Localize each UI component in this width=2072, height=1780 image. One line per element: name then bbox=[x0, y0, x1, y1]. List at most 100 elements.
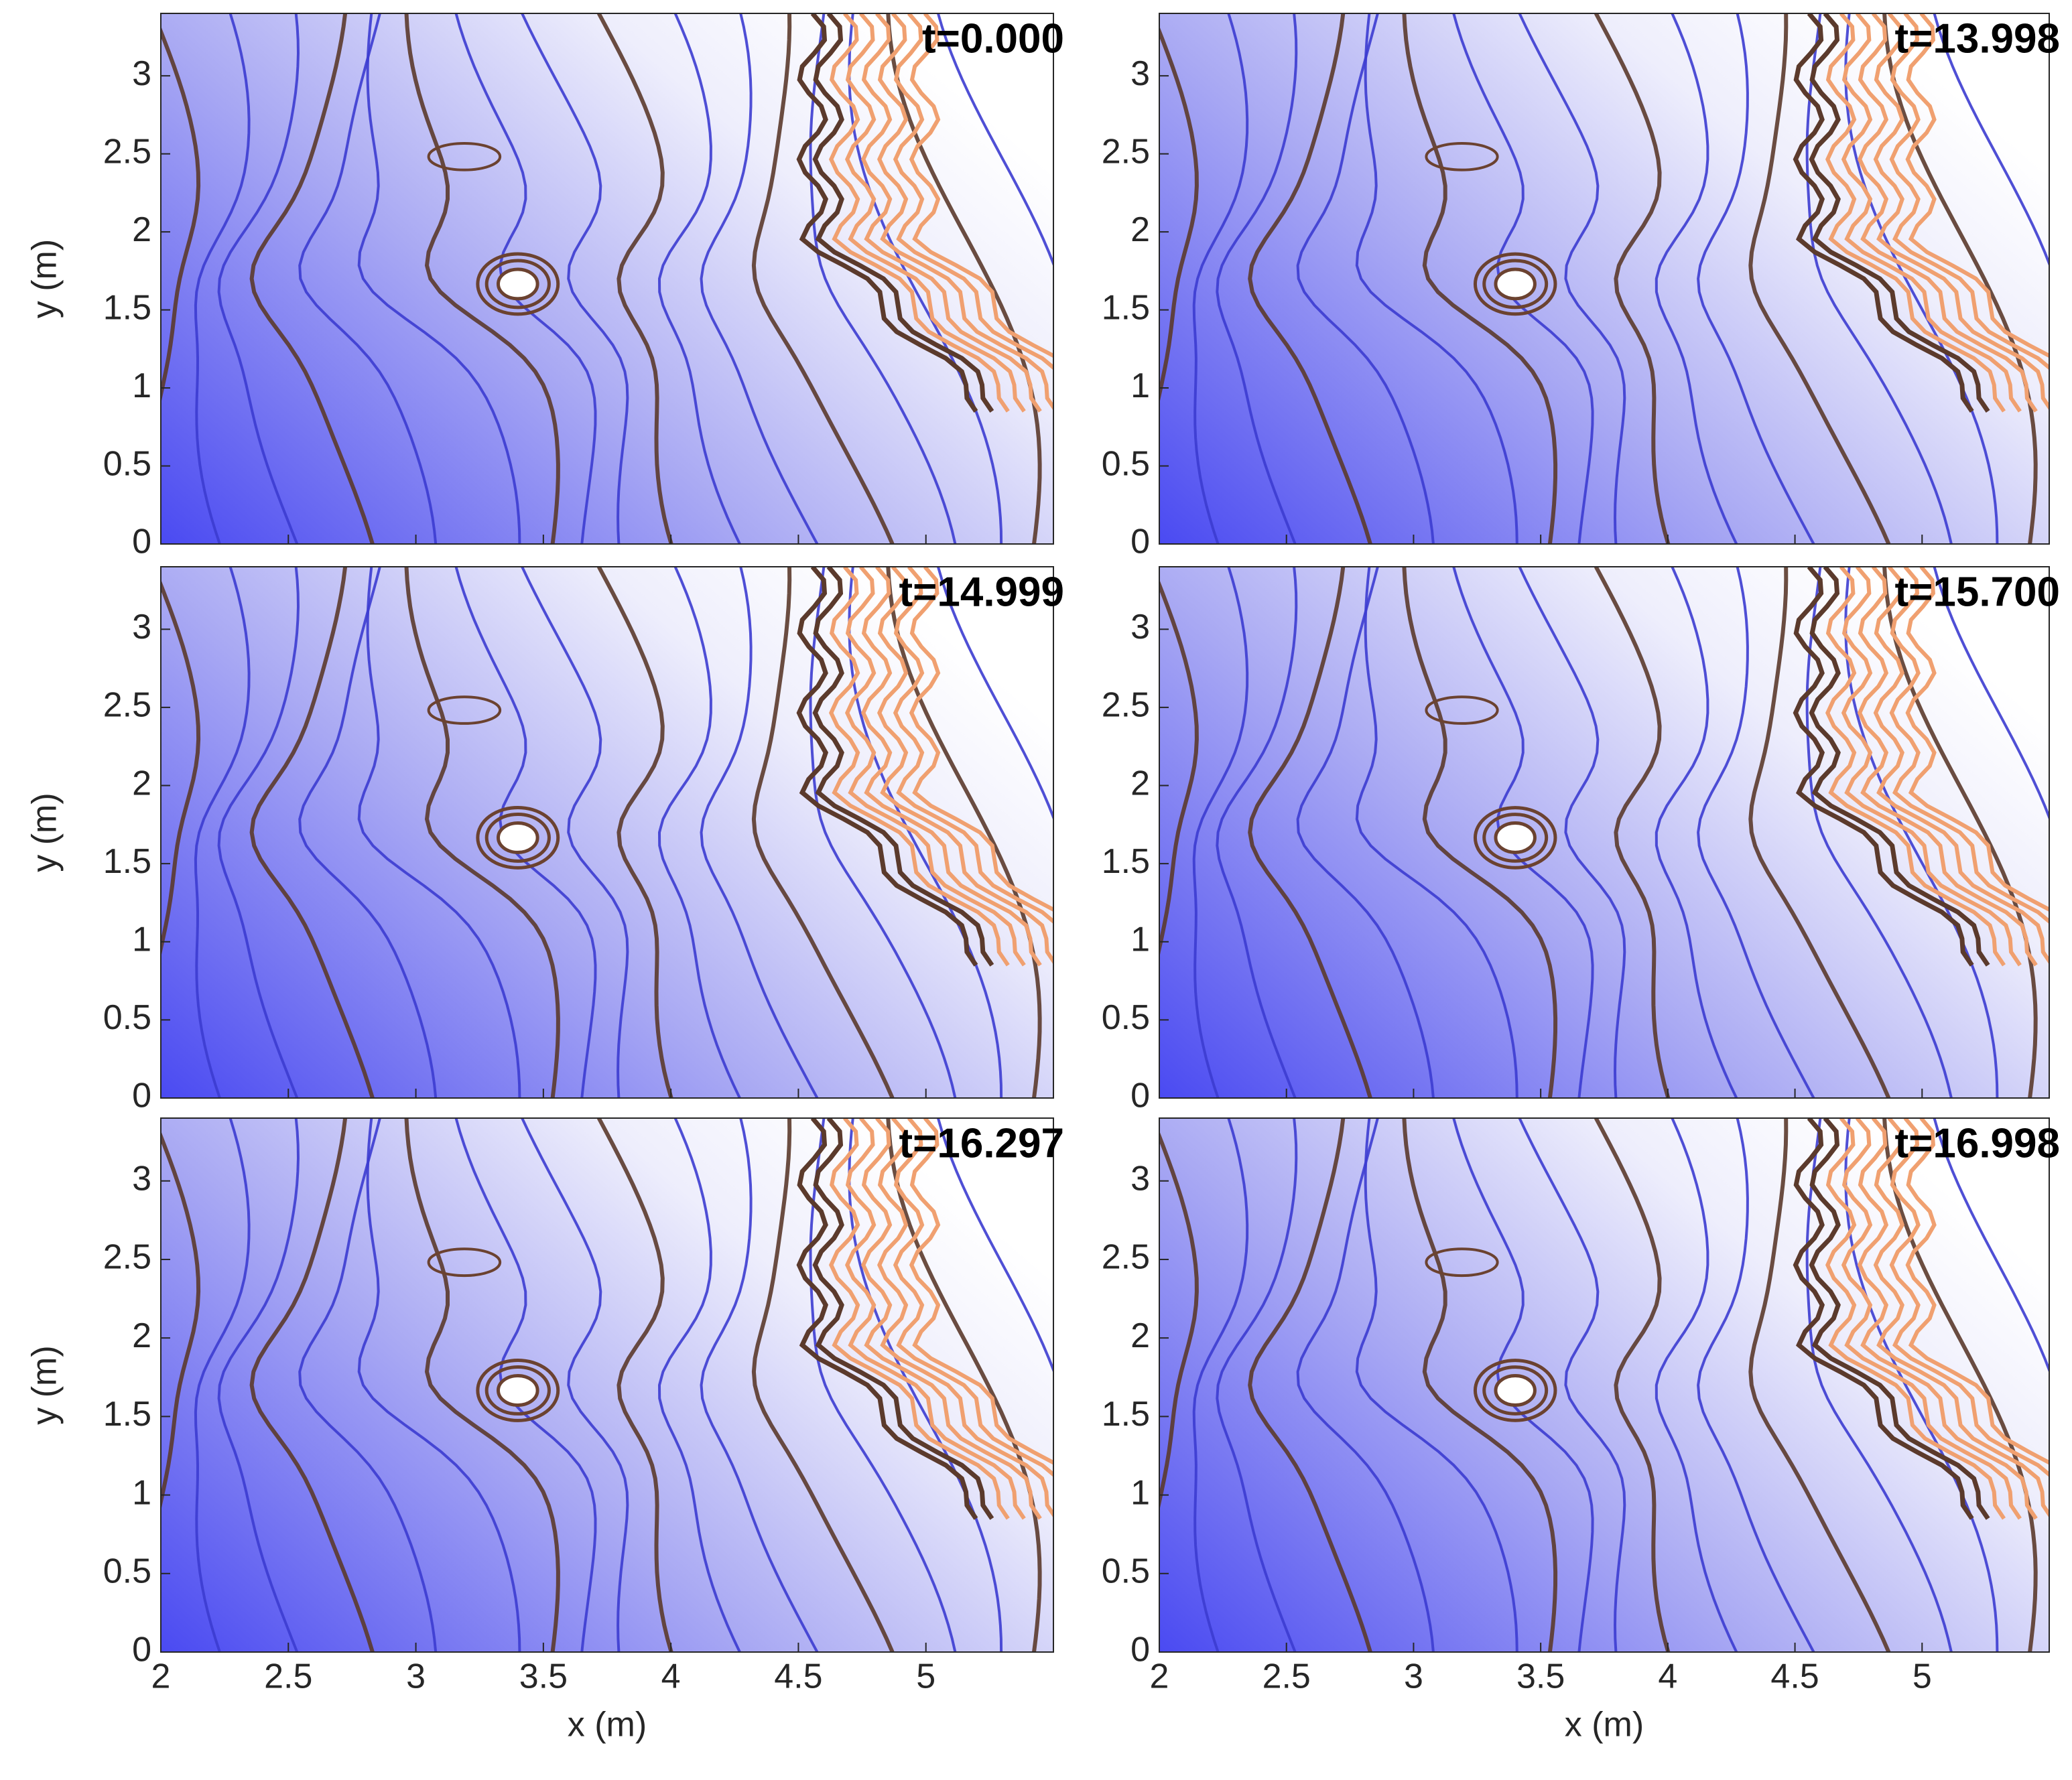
contour-line bbox=[1402, 13, 1558, 544]
contour-line bbox=[249, 1118, 375, 1652]
vortex-contour bbox=[496, 821, 539, 854]
contour-line bbox=[1594, 1118, 1671, 1652]
shore-contour bbox=[1889, 13, 2049, 370]
x-tick-label: 2 bbox=[1150, 1657, 1169, 1696]
axes-frame bbox=[160, 13, 1054, 545]
contour-line bbox=[1216, 13, 1298, 544]
contour-line bbox=[809, 1118, 957, 1652]
contour-line bbox=[521, 13, 629, 544]
y-tick-label: 0.5 bbox=[103, 1552, 151, 1591]
shore-contour bbox=[812, 1118, 994, 1520]
x-tick-label: 3.5 bbox=[1516, 1657, 1565, 1696]
contour-line bbox=[1748, 567, 1891, 1098]
y-tick-label: 1 bbox=[132, 1473, 151, 1512]
shore-contour bbox=[1809, 13, 1990, 413]
y-axis-label: y (m) bbox=[25, 1345, 64, 1424]
shore-contour bbox=[844, 1118, 1026, 1520]
panel: 0 0.5 1 1.5 2 2.5 3 2 2.5 3 3.5 4 4.5 5 t=16.297 x (m) y… bbox=[25, 1117, 1065, 1744]
contour-line bbox=[1248, 567, 1372, 1098]
contour-line bbox=[161, 25, 201, 405]
contour-line bbox=[298, 1118, 438, 1652]
y-tick-label: 1 bbox=[132, 366, 151, 405]
x-tick-label: 4 bbox=[1658, 1657, 1677, 1696]
contour-line bbox=[657, 1118, 741, 1652]
y-tick-label: 2 bbox=[1130, 210, 1150, 249]
eddy-contour bbox=[427, 1247, 502, 1278]
shore-contour bbox=[1809, 1118, 1990, 1520]
contour-line bbox=[700, 13, 819, 544]
shore-contour bbox=[860, 567, 1042, 967]
y-axis-label: y (m) bbox=[25, 239, 64, 318]
y-tick-label: 2 bbox=[132, 1316, 151, 1355]
contour-line bbox=[751, 1118, 895, 1652]
shore-contour bbox=[909, 567, 1053, 912]
x-tick-label: 3 bbox=[1404, 1657, 1423, 1696]
panel: 0 0.5 1 1.5 2 2.5 3 t=14.999 y (m) bbox=[25, 566, 1064, 1115]
shore-contour bbox=[1873, 13, 2049, 411]
shore-contour bbox=[893, 1118, 1053, 1477]
y-tick-label: 2.5 bbox=[103, 1238, 151, 1277]
plot-area bbox=[1159, 567, 2049, 1098]
axes-frame bbox=[1159, 566, 2050, 1099]
contour-line bbox=[700, 567, 819, 1098]
contour-line bbox=[657, 567, 741, 1098]
panel-title: t=16.297 bbox=[899, 1120, 1065, 1166]
vortex-contour bbox=[476, 1359, 560, 1422]
shore-contour bbox=[1905, 567, 2049, 912]
plot-area bbox=[161, 567, 1053, 1098]
shore-contour bbox=[1825, 567, 2006, 967]
y-tick-label: 2.5 bbox=[103, 686, 151, 725]
vortex-contour bbox=[1482, 1365, 1549, 1416]
vortex-contour bbox=[476, 252, 560, 316]
contour-line bbox=[1697, 1118, 1815, 1652]
eddy-contour bbox=[427, 695, 502, 725]
contour-line bbox=[521, 1118, 629, 1652]
x-axis-label: x (m) bbox=[568, 1706, 647, 1744]
contour-line bbox=[1748, 13, 1891, 544]
y-tick-label: 2 bbox=[132, 210, 151, 249]
contour-line bbox=[404, 567, 560, 1098]
contour-line bbox=[249, 567, 375, 1098]
vortex-contour bbox=[1473, 1359, 1557, 1422]
eddy-contour bbox=[427, 142, 502, 172]
y-tick-label: 0.5 bbox=[1102, 1552, 1150, 1591]
shore-contour bbox=[1873, 567, 2049, 965]
panel-title: t=15.700 bbox=[1895, 569, 2061, 615]
shore-contour bbox=[1841, 1118, 2022, 1520]
plot-area bbox=[161, 1118, 1053, 1652]
contour-line bbox=[1159, 579, 1199, 958]
shore-contour bbox=[828, 567, 1010, 967]
contour-line bbox=[936, 567, 1053, 821]
contour-line bbox=[1655, 13, 1738, 544]
contour-line bbox=[1402, 1118, 1558, 1652]
contour-line bbox=[1159, 1130, 1199, 1511]
shore-contour bbox=[844, 13, 1026, 413]
y-tick-label: 0 bbox=[132, 523, 151, 561]
contour-line bbox=[217, 567, 300, 1098]
eddy-contour bbox=[1425, 695, 1499, 725]
contour-line bbox=[1192, 567, 1249, 1098]
y-tick-label: 2.5 bbox=[1102, 132, 1150, 171]
contour-line bbox=[1933, 13, 2049, 268]
shore-contour bbox=[893, 567, 1053, 925]
vortex-contour bbox=[484, 259, 551, 310]
y-tick-label: 1.5 bbox=[103, 1395, 151, 1434]
vortex-contour bbox=[1473, 252, 1557, 316]
contour-line bbox=[404, 13, 560, 544]
x-tick-label: 4.5 bbox=[774, 1657, 822, 1696]
contour-line bbox=[936, 13, 1053, 268]
shore-contour bbox=[1889, 1118, 2049, 1477]
plot-area bbox=[1159, 13, 2049, 544]
vortex-contour bbox=[1482, 259, 1549, 310]
contour-line bbox=[1594, 567, 1671, 1098]
shore-contour bbox=[1857, 1118, 2038, 1520]
contour-line bbox=[1216, 1118, 1298, 1652]
contour-line bbox=[357, 13, 521, 544]
y-tick-label: 1 bbox=[1130, 366, 1150, 405]
shore-contour bbox=[1793, 1118, 1974, 1520]
panel: 0 0.5 1 1.5 2 2.5 3 t=13.998 bbox=[1102, 13, 2060, 561]
axes-frame bbox=[160, 1117, 1054, 1653]
x-tick-label: 2.5 bbox=[1262, 1657, 1311, 1696]
panel-title: t=0.000 bbox=[922, 15, 1064, 62]
contour-line bbox=[596, 13, 673, 544]
